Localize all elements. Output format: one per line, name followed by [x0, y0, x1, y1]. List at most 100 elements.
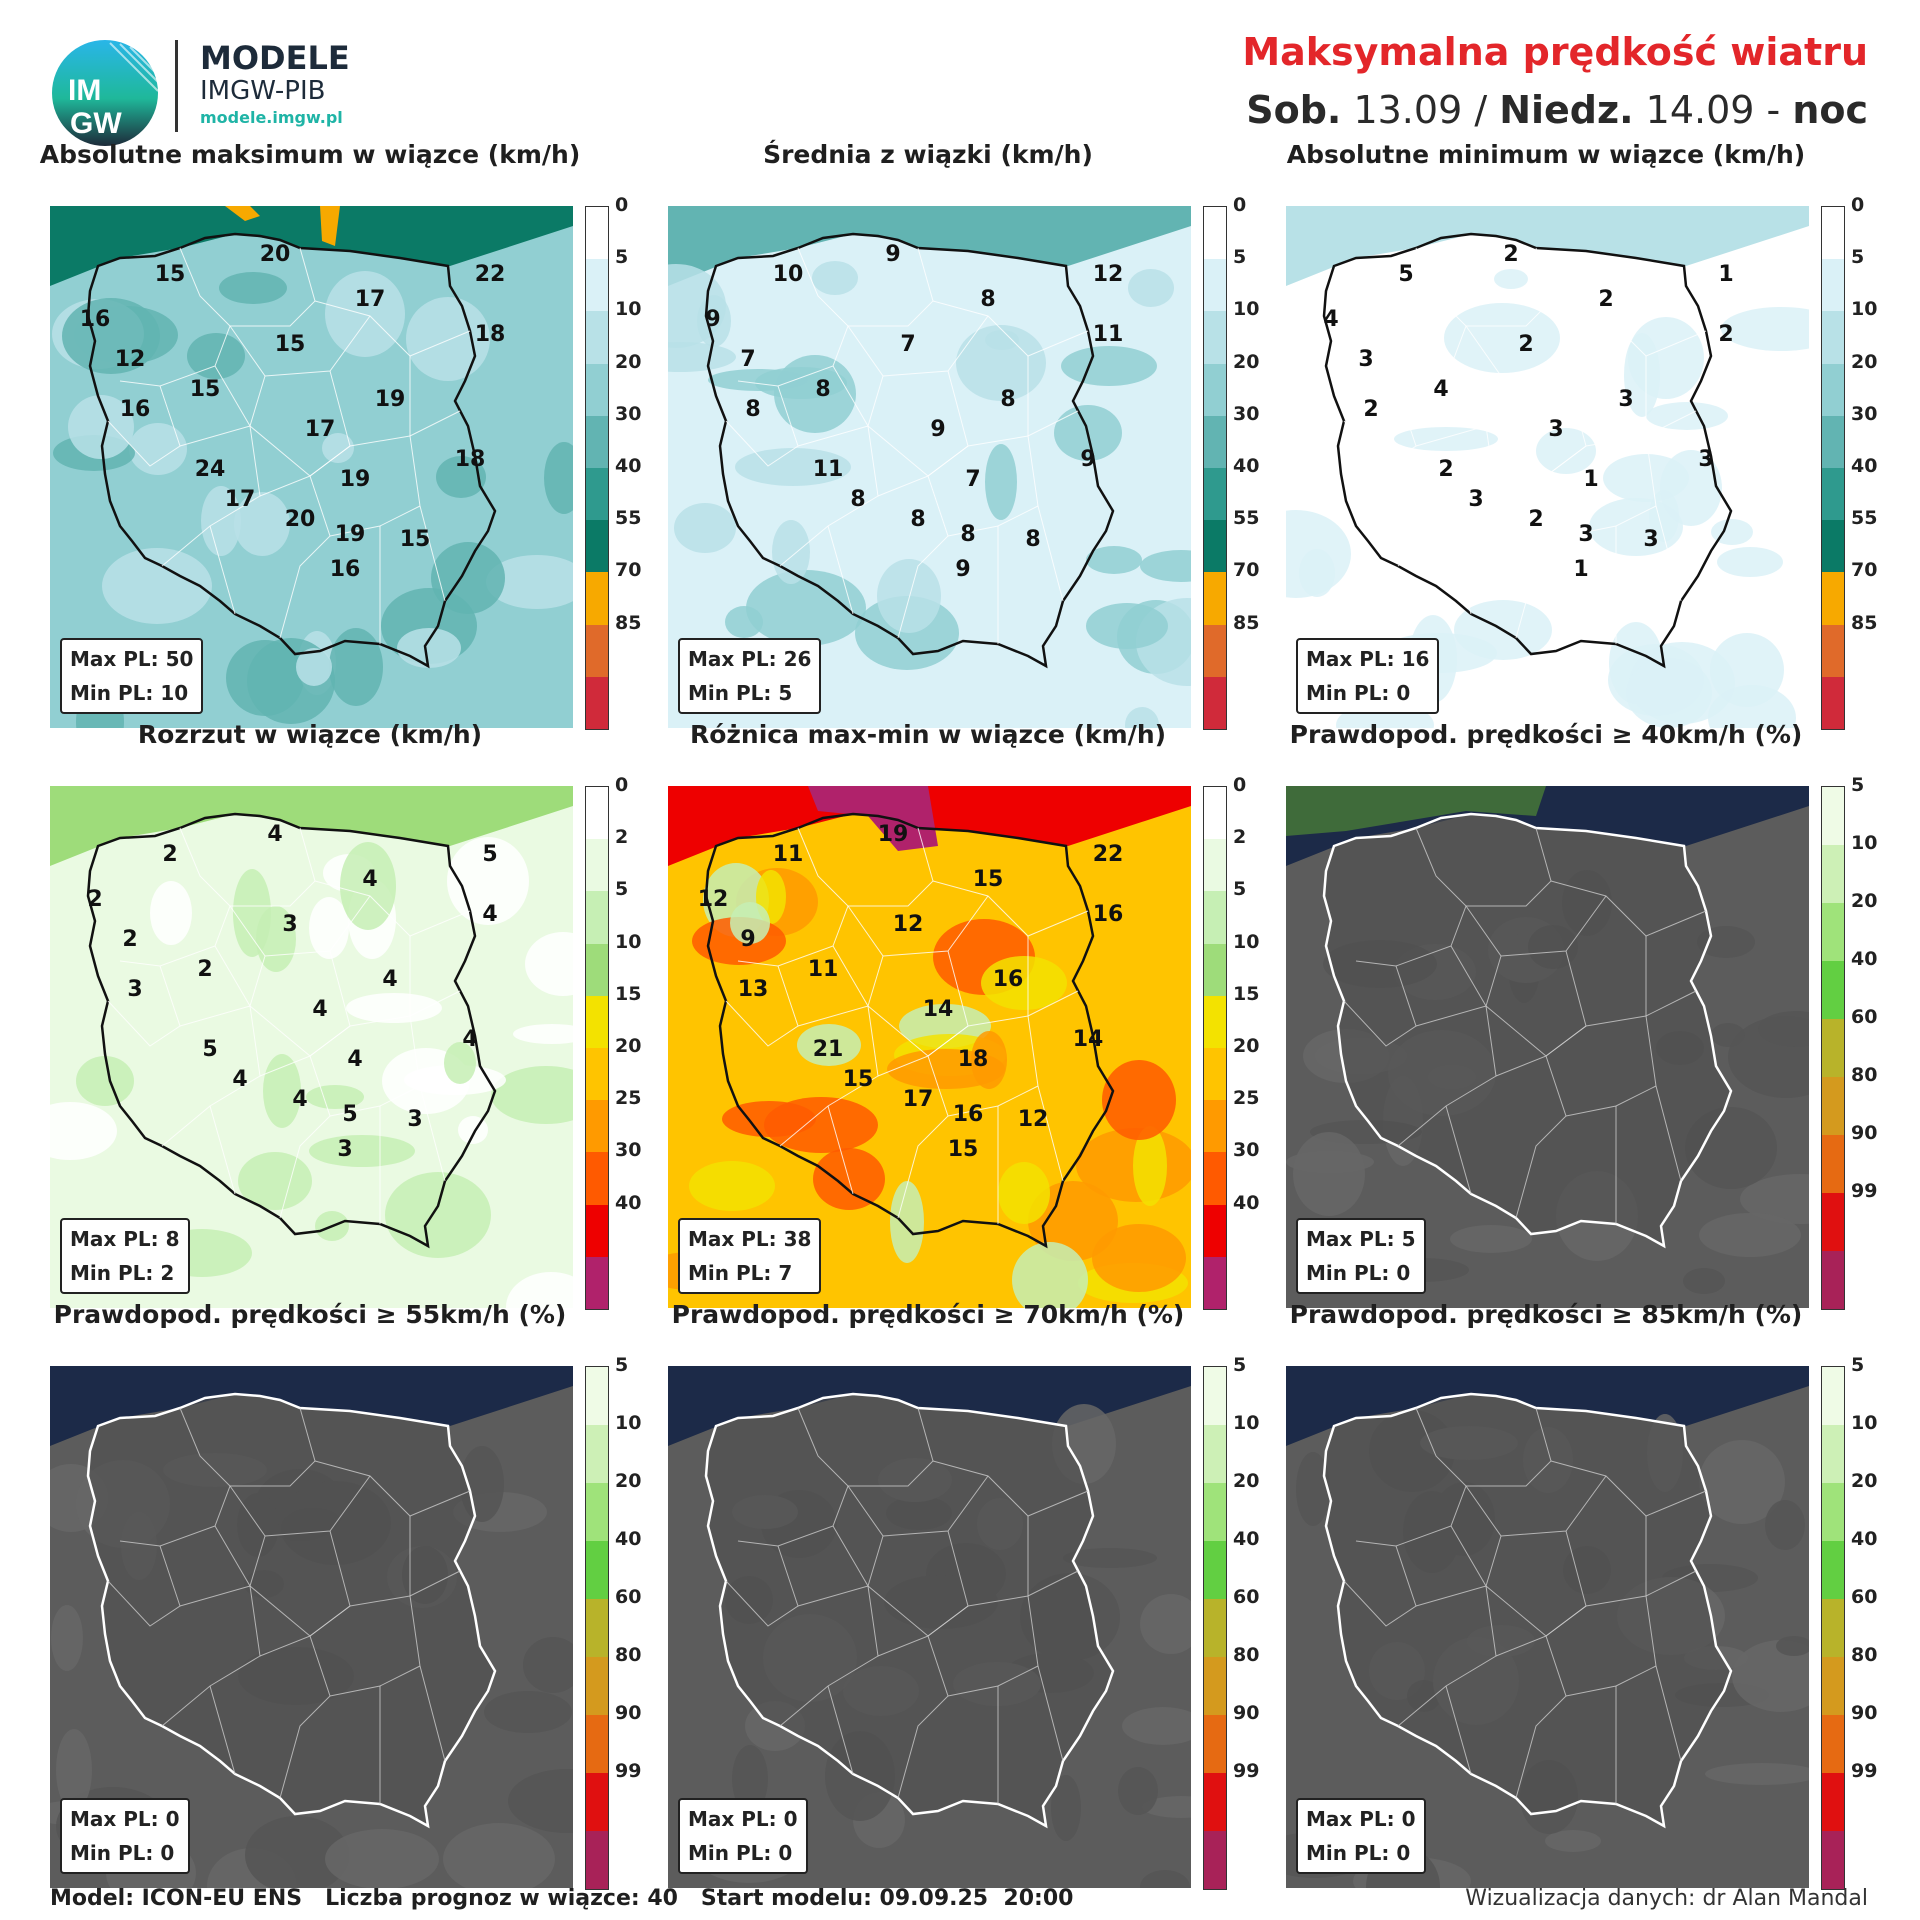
value-label: 19 [335, 522, 366, 547]
voivodeship-border [119, 247, 231, 387]
colorbar-segment [1822, 676, 1844, 729]
colorbar-tick: 30 [1233, 1139, 1260, 1162]
colorbar-tick: 80 [1233, 1644, 1260, 1666]
voivodeship-border [1343, 1545, 1417, 1627]
colorbar-segment [1822, 415, 1844, 468]
baltic-sea [1286, 1366, 1809, 1446]
voivodeship-border [832, 1485, 884, 1588]
colorbar-tick: 40 [1851, 1528, 1878, 1550]
colorbar-segment [1204, 943, 1226, 996]
value-label: 18 [475, 322, 506, 347]
colorbar-segment [1822, 1541, 1844, 1599]
colorbar-segment [1822, 845, 1844, 903]
stat-max: Max PL: 38 [688, 1227, 812, 1251]
colorbar-tick: 60 [1851, 1006, 1878, 1028]
colorbar [1203, 786, 1227, 1310]
value-label: 18 [958, 1047, 989, 1072]
value-label: 2 [1518, 332, 1533, 357]
value-label: 5 [1398, 262, 1413, 287]
colorbar-tick: 5 [1851, 774, 1865, 796]
colorbar-segment [1822, 1019, 1844, 1077]
stat-min: Min PL: 5 [688, 681, 793, 705]
colorbar-tick: 55 [1233, 507, 1260, 530]
brand-url[interactable]: modele.imgw.pl [200, 108, 343, 127]
colorbar-segment [586, 1425, 608, 1483]
colorbar-segment [1822, 363, 1844, 416]
stat-max: Max PL: 26 [688, 647, 812, 671]
colorbar-tick: 10 [615, 298, 642, 321]
value-label: 9 [740, 927, 755, 952]
map-panel: Max PL: 0 Min PL: 0 [50, 1366, 573, 1888]
value-label: 15 [190, 377, 221, 402]
colorbar-segment [586, 1715, 608, 1773]
colorbar-segment [1822, 903, 1844, 961]
colorbar-tick: 5 [1233, 246, 1247, 269]
stat-min: Min PL: 0 [1306, 1841, 1411, 1865]
colorbar-tick: 2 [1233, 826, 1247, 849]
value-label: 8 [960, 522, 975, 547]
colorbar-tick: 15 [615, 982, 642, 1005]
colorbar-tick: 5 [1233, 878, 1247, 901]
colorbar-tick: 0 [1233, 194, 1247, 216]
footer-credit: Wizualizacja danych: dr Alan Mandal [1465, 1886, 1868, 1911]
poland-border [1322, 1392, 1733, 1829]
stat-box: Max PL: 5 Min PL: 0 [1296, 1218, 1426, 1294]
value-label: 2 [197, 957, 212, 982]
colorbar-segment [586, 1367, 608, 1425]
colorbar-tick: 90 [1851, 1702, 1878, 1724]
colorbar-tick: 10 [1233, 298, 1260, 321]
colorbar-tick: 10 [615, 930, 642, 953]
value-label: 8 [815, 377, 830, 402]
colorbar-tick: 40 [1233, 455, 1260, 477]
stat-max: Max PL: 8 [70, 1227, 180, 1251]
voivodeship-border [214, 1485, 266, 1588]
colorbar-segment [1822, 207, 1844, 260]
colorbar-tick: 30 [615, 1139, 642, 1162]
value-label: 3 [1358, 347, 1373, 372]
value-label: 17 [903, 1087, 934, 1112]
colorbar-tick: 0 [1851, 194, 1865, 216]
colorbar-tick: 0 [1233, 774, 1247, 796]
baltic-sea [50, 206, 573, 286]
colorbar-segment [586, 363, 608, 416]
map-panel: 15 20 22 16 17 18 12 15 15 19 16 17 18 24 17 20 19 19 15 16… [50, 206, 573, 728]
poland-border [704, 232, 1115, 669]
colorbar-tick: 20 [1233, 1470, 1260, 1492]
colorbar-tick: 10 [1851, 1412, 1878, 1434]
colorbar [585, 786, 609, 1310]
colorbar-segment [1822, 259, 1844, 312]
voivodeship-border [1545, 1605, 1587, 1637]
value-label: 2 [1718, 322, 1733, 347]
colorbar-segment [1204, 995, 1226, 1048]
map-panel: Max PL: 0 Min PL: 0 [1286, 1366, 1809, 1888]
colorbar-segment [586, 1256, 608, 1309]
page-title-block: Maksymalna prędkość wiatru Sob. 13.09 / … [1242, 30, 1868, 132]
map-canvas [50, 1366, 573, 1888]
value-label: 4 [267, 822, 282, 847]
value-label: 4 [292, 1087, 307, 1112]
colorbar-segment [1204, 1047, 1226, 1101]
voivodeship-border [309, 1605, 351, 1637]
value-label: 11 [813, 457, 844, 482]
baltic-sea [668, 206, 1191, 286]
value-label: 1 [1573, 557, 1588, 582]
voivodeship-border [409, 356, 446, 602]
value-label: 1 [1583, 467, 1598, 492]
stat-max: Max PL: 0 [688, 1807, 798, 1831]
voivodeship-border [107, 1545, 181, 1627]
colorbar-tick: 70 [1233, 559, 1260, 582]
panel-title: Prawdopod. prędkości ≥ 40km/h (%) [1289, 720, 1803, 749]
voivodeship-border [737, 1407, 849, 1547]
voivodeship-border [230, 827, 316, 907]
voivodeship-border [314, 880, 471, 937]
value-label: 8 [1000, 387, 1015, 412]
colorbar-tick: 10 [1233, 1412, 1260, 1434]
colorbar-segment [586, 1047, 608, 1101]
colorbar-segment [1204, 1100, 1226, 1153]
colorbar-tick: 30 [1233, 402, 1260, 425]
colorbar-segment [1204, 839, 1226, 892]
value-label: 4 [382, 967, 397, 992]
stat-min: Min PL: 0 [70, 1841, 175, 1865]
colorbar-tick: 90 [615, 1702, 642, 1724]
colorbar-segment [586, 787, 608, 840]
